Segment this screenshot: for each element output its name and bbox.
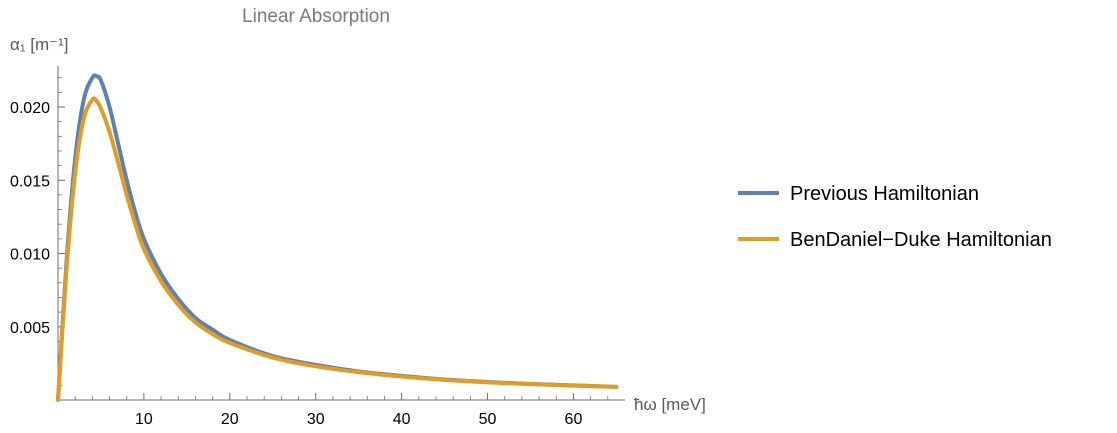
legend: Previous Hamiltonian BenDaniel−Duke Hamil…: [738, 183, 1052, 251]
ticks: 10 20 30 40 50 60 0.005 0.010 0.015 0.020: [10, 77, 609, 428]
legend-label-1: Previous Hamiltonian: [790, 183, 979, 205]
x-axis-label: ħω [meV]: [634, 395, 706, 414]
x-tick-label: 40: [393, 411, 411, 428]
y-tick-label: 0.020: [10, 100, 50, 117]
y-tick-label: 0.005: [10, 320, 50, 337]
legend-label-2: BenDaniel−Duke Hamiltonian: [790, 229, 1052, 251]
x-tick-label: 30: [307, 411, 325, 428]
x-tick-label: 10: [135, 411, 153, 428]
x-tick-label: 20: [221, 411, 239, 428]
y-axis-label: α₁ [m⁻¹]: [10, 35, 69, 54]
series-lines: [56, 73, 619, 402]
y-tick-label: 0.015: [10, 173, 50, 190]
y-tick-label: 0.010: [10, 247, 50, 264]
series-line-1: [56, 73, 619, 402]
x-tick-label: 60: [565, 411, 583, 428]
series-line-2: [56, 96, 619, 402]
x-tick-label: 50: [479, 411, 497, 428]
chart-title: Linear Absorption: [242, 6, 390, 27]
